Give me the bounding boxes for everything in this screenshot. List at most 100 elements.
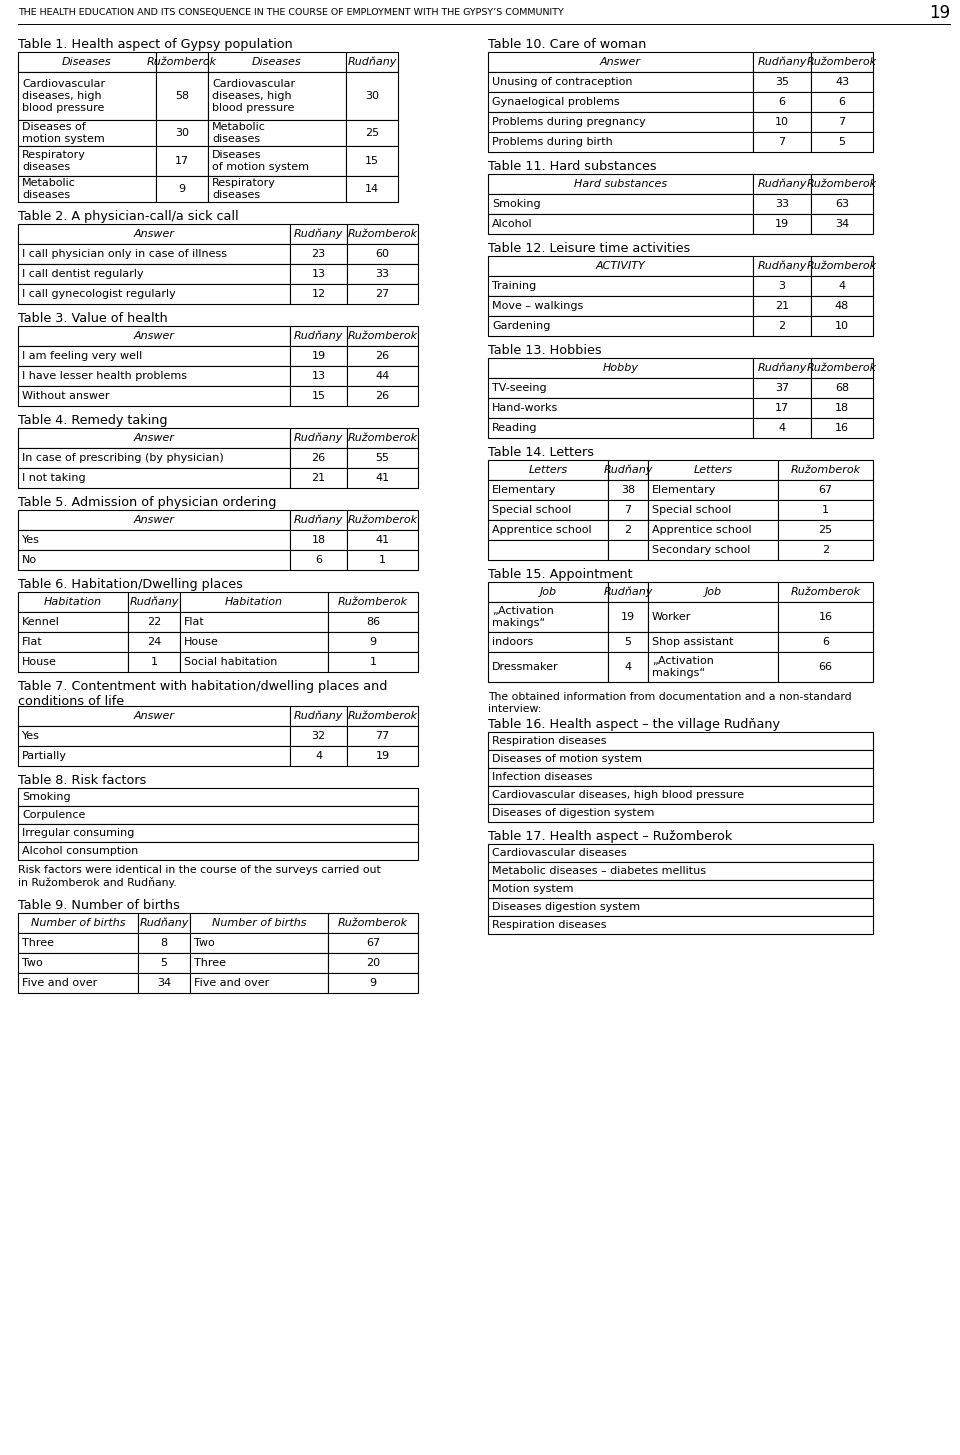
- Bar: [778, 631, 873, 652]
- Bar: [648, 631, 778, 652]
- Bar: [778, 540, 873, 560]
- Text: 68: 68: [835, 383, 849, 393]
- Bar: [290, 326, 347, 346]
- Bar: [753, 256, 811, 276]
- Bar: [753, 112, 811, 132]
- Text: Shop assistant: Shop assistant: [652, 637, 733, 647]
- Bar: [488, 132, 753, 151]
- Bar: [180, 613, 328, 631]
- Text: 26: 26: [375, 391, 390, 402]
- Bar: [290, 224, 347, 244]
- Bar: [328, 912, 418, 933]
- Bar: [347, 244, 418, 263]
- Bar: [347, 706, 418, 726]
- Text: 37: 37: [775, 383, 789, 393]
- Text: Rudňany: Rudňany: [294, 228, 343, 239]
- Text: 4: 4: [838, 281, 846, 291]
- Text: Number of births: Number of births: [212, 918, 306, 928]
- Bar: [18, 428, 290, 448]
- Text: Diseases: Diseases: [252, 57, 301, 67]
- Text: 9: 9: [179, 183, 185, 194]
- Bar: [778, 582, 873, 602]
- Bar: [290, 469, 347, 487]
- Bar: [290, 346, 347, 367]
- Text: 35: 35: [775, 77, 789, 87]
- Bar: [290, 367, 347, 386]
- Text: Table 16. Health aspect – the village Rudňany: Table 16. Health aspect – the village Ru…: [488, 717, 780, 730]
- Text: 27: 27: [375, 290, 390, 298]
- Text: Ružomberok: Ružomberok: [807, 179, 877, 189]
- Text: 2: 2: [822, 546, 829, 554]
- Text: I not taking: I not taking: [22, 473, 85, 483]
- Bar: [648, 582, 778, 602]
- Bar: [138, 973, 190, 992]
- Text: 7: 7: [838, 116, 846, 127]
- Text: 4: 4: [779, 423, 785, 434]
- Text: Hand-works: Hand-works: [492, 403, 559, 413]
- Text: Ružomberok: Ružomberok: [147, 57, 217, 67]
- Text: THE HEALTH EDUCATION AND ITS CONSEQUENCE IN THE COURSE OF EMPLOYMENT WITH THE GY: THE HEALTH EDUCATION AND ITS CONSEQUENCE…: [18, 9, 564, 17]
- Bar: [488, 295, 753, 316]
- Text: Table 15. Appointment: Table 15. Appointment: [488, 567, 633, 581]
- Text: 33: 33: [375, 269, 390, 279]
- Bar: [18, 119, 156, 146]
- Text: Special school: Special school: [652, 505, 732, 515]
- Bar: [18, 631, 128, 652]
- Bar: [18, 953, 138, 973]
- Bar: [811, 378, 873, 399]
- Bar: [138, 953, 190, 973]
- Text: 5: 5: [160, 957, 167, 968]
- Bar: [18, 71, 156, 119]
- Bar: [753, 52, 811, 71]
- Text: Rudňany: Rudňany: [603, 586, 653, 597]
- Bar: [347, 346, 418, 367]
- Text: 8: 8: [160, 938, 168, 949]
- Bar: [488, 631, 608, 652]
- Text: Ružomberok: Ružomberok: [348, 515, 418, 525]
- Bar: [138, 933, 190, 953]
- Bar: [778, 652, 873, 682]
- Text: Two: Two: [22, 957, 43, 968]
- Bar: [488, 52, 753, 71]
- Bar: [488, 378, 753, 399]
- Text: 55: 55: [375, 453, 390, 463]
- Text: Answer: Answer: [133, 434, 175, 442]
- Bar: [648, 519, 778, 540]
- Bar: [488, 501, 608, 519]
- Bar: [190, 973, 328, 992]
- Text: Table 2. A physician-call/a sick call: Table 2. A physician-call/a sick call: [18, 210, 239, 223]
- Text: I call gynecologist regularly: I call gynecologist regularly: [22, 290, 176, 298]
- Text: Risk factors were identical in the course of the surveys carried out
in Ružomber: Risk factors were identical in the cours…: [18, 866, 381, 888]
- Text: Reading: Reading: [492, 423, 538, 434]
- Text: 12: 12: [311, 290, 325, 298]
- Text: Special school: Special school: [492, 505, 571, 515]
- Text: Cardiovascular diseases: Cardiovascular diseases: [492, 848, 627, 858]
- Bar: [18, 469, 290, 487]
- Bar: [18, 550, 290, 570]
- Text: Five and over: Five and over: [194, 978, 269, 988]
- Bar: [290, 706, 347, 726]
- Bar: [328, 953, 418, 973]
- Text: Table 12. Leisure time activities: Table 12. Leisure time activities: [488, 242, 690, 255]
- Bar: [156, 176, 208, 202]
- Bar: [18, 842, 418, 860]
- Bar: [347, 530, 418, 550]
- Bar: [488, 112, 753, 132]
- Text: 1: 1: [379, 554, 386, 565]
- Bar: [488, 519, 608, 540]
- Text: 34: 34: [156, 978, 171, 988]
- Bar: [488, 358, 753, 378]
- Bar: [290, 511, 347, 530]
- Bar: [18, 912, 138, 933]
- Text: Rudňany: Rudňany: [294, 710, 343, 722]
- Bar: [328, 631, 418, 652]
- Bar: [648, 501, 778, 519]
- Text: Table 9. Number of births: Table 9. Number of births: [18, 899, 180, 912]
- Bar: [488, 582, 608, 602]
- Bar: [648, 652, 778, 682]
- Bar: [290, 428, 347, 448]
- Text: Rudňany: Rudňany: [757, 260, 806, 271]
- Text: Motion system: Motion system: [492, 885, 573, 893]
- Text: Rudňany: Rudňany: [130, 597, 179, 607]
- Text: Flat: Flat: [22, 637, 43, 647]
